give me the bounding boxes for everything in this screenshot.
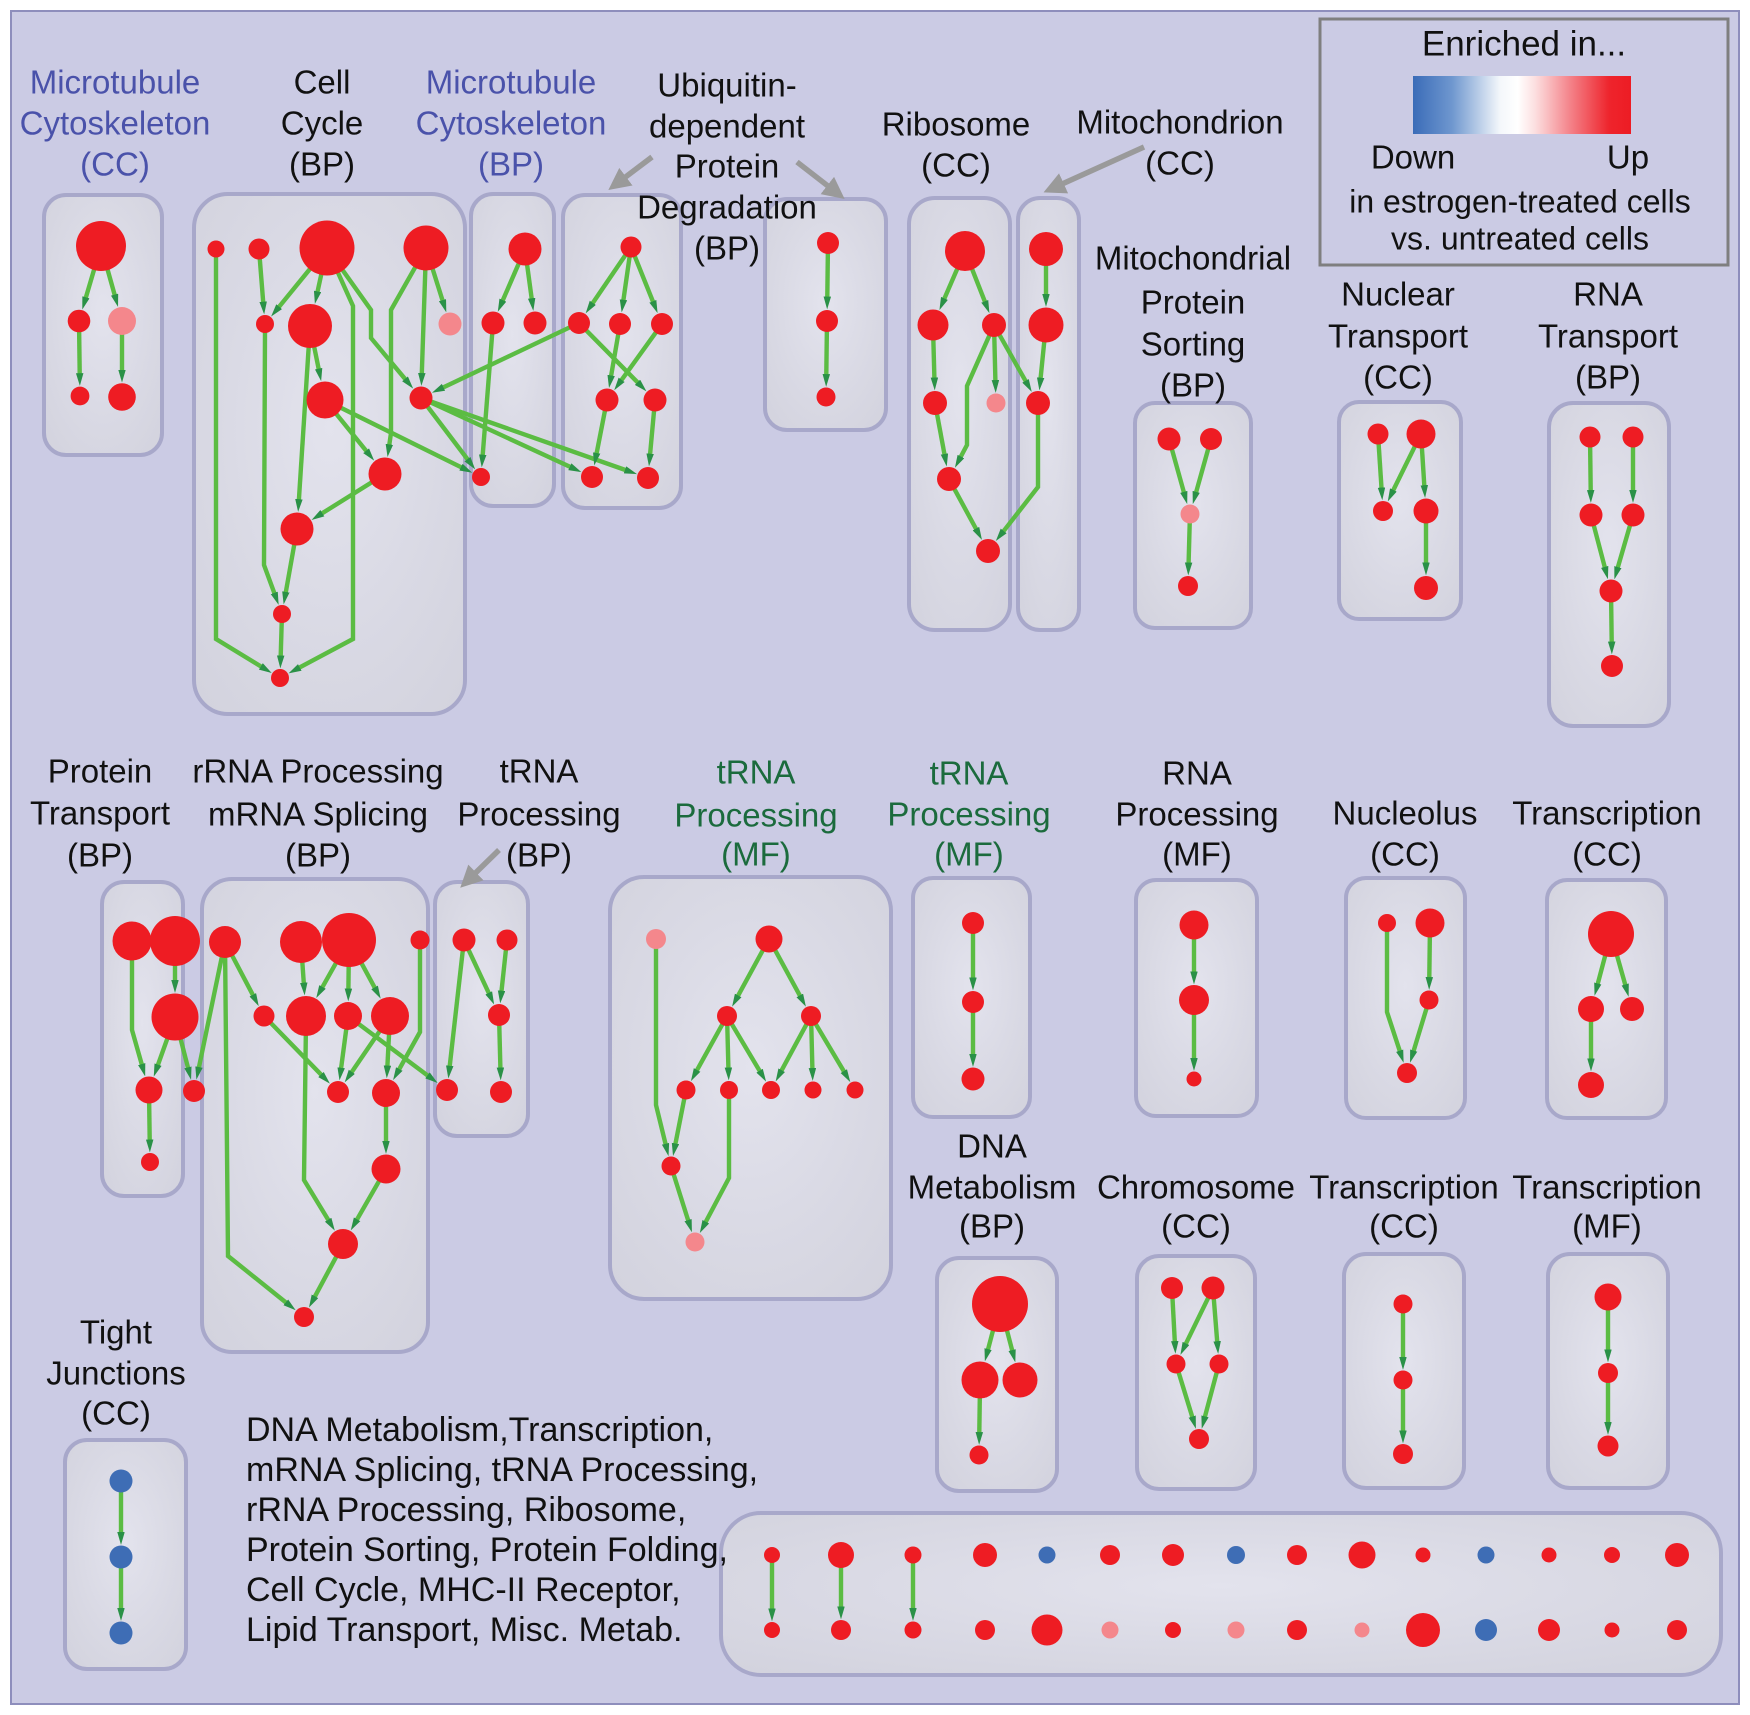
svg-text:Cell: Cell xyxy=(294,64,351,101)
svg-text:Enriched in...: Enriched in... xyxy=(1422,24,1626,63)
svg-text:DNA: DNA xyxy=(957,1128,1027,1165)
svg-text:in estrogen-treated cells: in estrogen-treated cells xyxy=(1349,183,1691,219)
svg-text:rRNA Processing: rRNA Processing xyxy=(192,753,443,790)
svg-text:Transport: Transport xyxy=(1538,318,1678,355)
svg-text:RNA: RNA xyxy=(1162,755,1232,792)
svg-text:Down: Down xyxy=(1371,139,1455,176)
svg-text:Processing: Processing xyxy=(457,796,620,833)
svg-text:rRNA Processing, Ribosome,: rRNA Processing, Ribosome, xyxy=(246,1491,686,1529)
svg-text:Transport: Transport xyxy=(1328,318,1468,355)
svg-text:(CC): (CC) xyxy=(1145,145,1215,182)
svg-text:(BP): (BP) xyxy=(694,230,760,267)
svg-text:(BP): (BP) xyxy=(478,146,544,183)
svg-text:(CC): (CC) xyxy=(1370,836,1440,873)
svg-text:Nuclear: Nuclear xyxy=(1341,276,1455,313)
svg-text:Protein: Protein xyxy=(675,148,780,185)
svg-text:Protein: Protein xyxy=(1141,284,1246,321)
svg-text:Microtubule: Microtubule xyxy=(30,64,201,101)
svg-text:(MF): (MF) xyxy=(1162,836,1232,873)
svg-text:Metabolism: Metabolism xyxy=(908,1169,1077,1206)
svg-text:Protein Sorting, Protein Foldi: Protein Sorting, Protein Folding, xyxy=(246,1531,728,1569)
svg-text:Cytoskeleton: Cytoskeleton xyxy=(416,105,607,142)
svg-text:(BP): (BP) xyxy=(1160,367,1226,404)
svg-text:(CC): (CC) xyxy=(1369,1208,1439,1245)
svg-text:Up: Up xyxy=(1607,139,1649,176)
svg-text:(CC): (CC) xyxy=(80,146,150,183)
svg-text:(BP): (BP) xyxy=(506,837,572,874)
svg-text:(BP): (BP) xyxy=(289,146,355,183)
svg-text:(CC): (CC) xyxy=(1572,836,1642,873)
svg-text:(MF): (MF) xyxy=(1572,1208,1642,1245)
svg-text:Cytoskeleton: Cytoskeleton xyxy=(20,105,211,142)
svg-text:Ribosome: Ribosome xyxy=(882,106,1031,143)
svg-text:(MF): (MF) xyxy=(934,836,1004,873)
svg-text:(BP): (BP) xyxy=(1575,359,1641,396)
svg-text:mRNA Splicing: mRNA Splicing xyxy=(208,796,428,833)
svg-text:(BP): (BP) xyxy=(67,837,133,874)
svg-text:Transcription: Transcription xyxy=(1512,795,1702,832)
svg-text:Cycle: Cycle xyxy=(281,105,364,142)
svg-text:Mitochondrial: Mitochondrial xyxy=(1095,240,1291,277)
svg-text:vs. untreated cells: vs. untreated cells xyxy=(1391,220,1649,256)
svg-text:(CC): (CC) xyxy=(1363,359,1433,396)
svg-text:Ubiquitin-: Ubiquitin- xyxy=(657,67,796,104)
svg-text:dependent: dependent xyxy=(649,108,805,145)
svg-text:Protein: Protein xyxy=(48,753,153,790)
svg-text:mRNA Splicing, tRNA Processing: mRNA Splicing, tRNA Processing, xyxy=(246,1451,758,1489)
svg-text:Processing: Processing xyxy=(1115,796,1278,833)
svg-text:Processing: Processing xyxy=(674,797,837,834)
svg-text:Chromosome: Chromosome xyxy=(1097,1169,1295,1206)
svg-text:Cell Cycle, MHC-II Receptor,: Cell Cycle, MHC-II Receptor, xyxy=(246,1571,681,1609)
svg-text:Transcription: Transcription xyxy=(1309,1169,1499,1206)
svg-text:(CC): (CC) xyxy=(921,147,991,184)
svg-text:(CC): (CC) xyxy=(1161,1208,1231,1245)
svg-text:tRNA: tRNA xyxy=(930,755,1009,792)
svg-text:(MF): (MF) xyxy=(721,836,791,873)
svg-text:Processing: Processing xyxy=(887,796,1050,833)
svg-text:(BP): (BP) xyxy=(285,837,351,874)
svg-text:Nucleolus: Nucleolus xyxy=(1333,795,1478,832)
svg-text:Microtubule: Microtubule xyxy=(426,64,597,101)
svg-text:Transport: Transport xyxy=(30,795,170,832)
svg-text:Sorting: Sorting xyxy=(1141,326,1246,363)
svg-text:Mitochondrion: Mitochondrion xyxy=(1076,104,1283,141)
svg-text:tRNA: tRNA xyxy=(500,753,579,790)
svg-text:Lipid Transport, Misc. Metab.: Lipid Transport, Misc. Metab. xyxy=(246,1611,683,1649)
svg-text:Transcription: Transcription xyxy=(1512,1169,1702,1206)
svg-text:DNA Metabolism,Transcription,: DNA Metabolism,Transcription, xyxy=(246,1411,713,1449)
svg-text:Degradation: Degradation xyxy=(637,189,817,226)
svg-text:Junctions: Junctions xyxy=(46,1355,185,1392)
svg-text:Tight: Tight xyxy=(80,1314,152,1351)
svg-text:tRNA: tRNA xyxy=(717,754,796,791)
svg-text:(BP): (BP) xyxy=(959,1208,1025,1245)
svg-text:RNA: RNA xyxy=(1573,276,1643,313)
svg-text:(CC): (CC) xyxy=(81,1395,151,1432)
